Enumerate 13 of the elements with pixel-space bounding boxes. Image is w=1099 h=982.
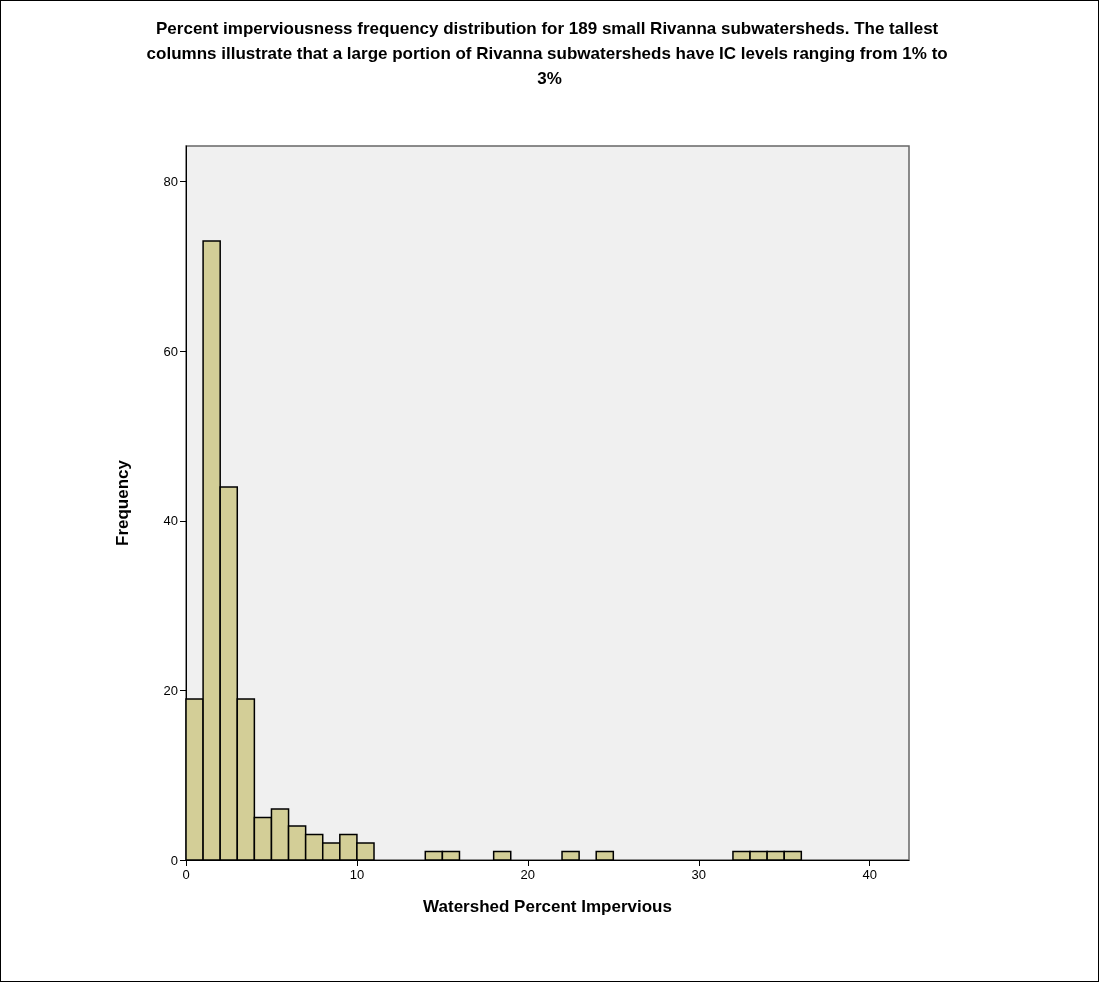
y-tick-label: 60: [163, 343, 178, 359]
x-tick-label: 30: [691, 867, 706, 882]
x-tick-label: 10: [349, 867, 365, 882]
y-tick-label: 80: [163, 174, 178, 190]
x-tick-label: 20: [520, 867, 536, 882]
x-tick-label: 40: [862, 867, 877, 882]
chart-title: Percent imperviousness frequency distribution for 189 small Rivanna subwatersheds. The tallest columns illustrate that a large portion of Rivanna subwatersheds have IC levels ranging from 1% to 3%: [146, 19, 953, 88]
y-tick-label: 20: [163, 682, 178, 698]
y-tick-label: 40: [163, 513, 178, 529]
x-axis-title: Watershed Percent Impervious: [423, 897, 672, 916]
y-axis-title: Frequency: [113, 459, 132, 546]
x-tick-label: 0: [182, 867, 190, 882]
y-tick-label: 0: [170, 852, 178, 868]
